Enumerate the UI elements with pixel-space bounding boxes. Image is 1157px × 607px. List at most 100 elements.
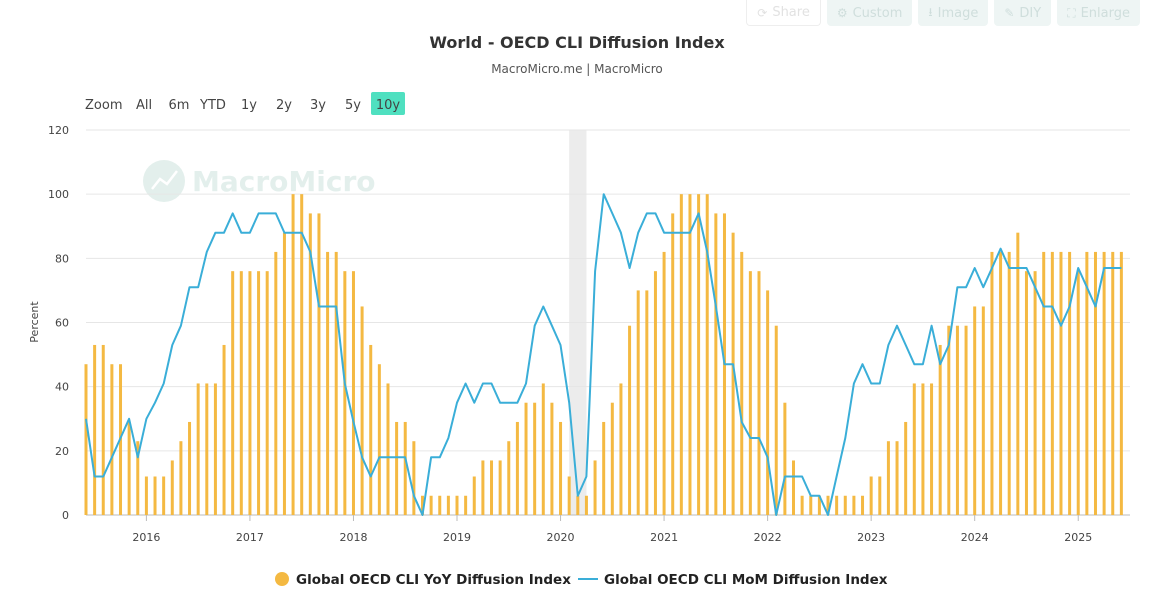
yoy-bar	[213, 383, 217, 515]
yoy-bar	[429, 495, 433, 515]
yoy-bar	[878, 476, 882, 515]
yoy-bar	[748, 271, 752, 515]
enlarge-button[interactable]: ⛶ Enlarge	[1057, 0, 1140, 26]
chart-subtitle: MacroMicro.me | MacroMicro	[491, 62, 663, 76]
yoy-bar	[567, 476, 571, 515]
yoy-bar	[921, 383, 925, 515]
share-label: Share	[772, 5, 810, 20]
image-button[interactable]: ⭳ Image	[918, 0, 989, 26]
y-tick-label: 80	[55, 252, 69, 265]
yoy-bar	[800, 495, 804, 515]
yoy-bar	[343, 271, 347, 515]
legend-item-yoy[interactable]: Global OECD CLI YoY Diffusion Index	[275, 572, 571, 588]
yoy-bar	[869, 476, 873, 515]
yoy-bar	[1093, 251, 1097, 515]
pencil-icon: ✎	[1004, 6, 1015, 20]
yoy-bar	[1033, 271, 1037, 515]
expand-icon: ⛶	[1067, 5, 1076, 20]
yoy-bar	[628, 325, 632, 515]
yoy-bar	[300, 194, 304, 515]
yoy-bar	[196, 383, 200, 515]
range-button-1y[interactable]: 1y	[241, 98, 257, 113]
range-button-label: All	[136, 98, 152, 113]
yoy-bar	[981, 306, 985, 515]
yoy-bar	[490, 460, 494, 515]
yoy-bar	[93, 344, 97, 515]
range-button-10y[interactable]: 10y	[371, 92, 405, 115]
yoy-bar	[955, 325, 959, 515]
range-button-5y[interactable]: 5y	[345, 98, 361, 113]
yoy-bar	[369, 344, 373, 515]
share-button[interactable]: ⟳ Share	[746, 0, 821, 26]
range-button-2y[interactable]: 2y	[276, 98, 292, 113]
range-button-label: 3y	[310, 98, 326, 113]
share-icon: ⟳	[757, 5, 768, 20]
yoy-bar	[912, 383, 916, 515]
yoy-bar	[188, 421, 192, 515]
y-axis-label: Percent	[28, 301, 41, 343]
yoy-bar	[584, 495, 588, 515]
yoy-bar	[257, 271, 261, 515]
image-label: Image	[937, 5, 979, 21]
yoy-bar	[84, 364, 88, 515]
yoy-bar	[498, 460, 502, 515]
yoy-bar	[774, 325, 778, 515]
y-tick-label: 100	[48, 188, 69, 201]
yoy-bar	[636, 290, 640, 515]
yoy-bar	[1007, 251, 1011, 515]
yoy-bar	[377, 364, 381, 515]
yoy-bar	[671, 213, 675, 515]
yoy-bar	[740, 251, 744, 515]
yoy-bar	[282, 232, 286, 515]
yoy-bar	[472, 476, 476, 515]
x-tick-label: 2024	[961, 531, 989, 544]
yoy-bar	[731, 232, 735, 515]
yoy-bar	[999, 251, 1003, 515]
enlarge-label: Enlarge	[1080, 5, 1130, 21]
range-button-label: 6m	[169, 98, 190, 113]
x-tick-label: 2025	[1064, 531, 1092, 544]
yoy-bar	[170, 460, 174, 515]
yoy-bar	[550, 402, 554, 515]
range-button-ytd[interactable]: YTD	[199, 98, 226, 113]
chart-toolbar: ⟳ Share ⚙ Custom ⭳ Image ✎ DIY ⛶ Enlarge	[746, 0, 1140, 26]
mom-line-series	[85, 193, 1122, 516]
yoy-bar	[930, 383, 934, 515]
yoy-bar	[222, 344, 226, 515]
yoy-bar	[110, 364, 114, 515]
yoy-bar	[179, 441, 183, 515]
legend-item-mom[interactable]: Global OECD CLI MoM Diffusion Index	[578, 572, 888, 588]
yoy-bar	[420, 495, 424, 515]
yoy-bar	[317, 213, 321, 515]
yoy-bar	[576, 495, 580, 515]
legend-marker-yoy	[275, 572, 289, 586]
yoy-bar	[1085, 251, 1089, 515]
diy-button[interactable]: ✎ DIY	[994, 0, 1052, 26]
range-button-3y[interactable]: 3y	[310, 98, 326, 113]
x-tick-label: 2017	[236, 531, 264, 544]
yoy-bar	[947, 325, 951, 515]
yoy-bar	[964, 325, 968, 515]
yoy-bar	[1059, 251, 1063, 515]
range-button-all[interactable]: All	[136, 98, 152, 113]
watermark-text: MacroMicro	[192, 165, 376, 198]
yoy-bar	[326, 251, 330, 515]
x-tick-label: 2023	[857, 531, 885, 544]
custom-button[interactable]: ⚙ Custom	[826, 0, 913, 26]
x-tick-label: 2018	[339, 531, 367, 544]
yoy-bar	[265, 271, 269, 515]
yoy-bar	[515, 421, 519, 515]
yoy-bar	[403, 421, 407, 515]
yoy-bar	[688, 194, 692, 515]
yoy-bar-series	[84, 194, 1123, 515]
yoy-bar	[697, 194, 701, 515]
yoy-bar	[541, 383, 545, 515]
yoy-bar	[1050, 251, 1054, 515]
range-button-highlight	[371, 92, 405, 115]
range-button-6m[interactable]: 6m	[169, 98, 190, 113]
yoy-bar	[593, 460, 597, 515]
chart-title: World - OECD CLI Diffusion Index	[429, 33, 725, 52]
yoy-bar	[274, 251, 278, 515]
yoy-bar	[852, 495, 856, 515]
